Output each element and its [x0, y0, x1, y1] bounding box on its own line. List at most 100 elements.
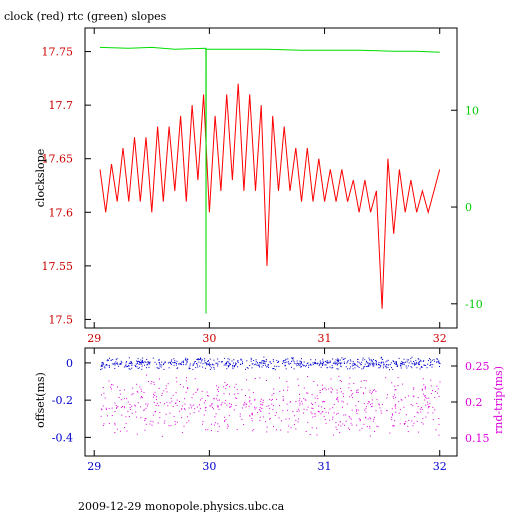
- point-offset: [176, 360, 178, 362]
- point-offset: [152, 357, 154, 359]
- point-rnd-trip: [217, 405, 219, 407]
- point-offset: [164, 361, 166, 363]
- point-offset: [201, 360, 202, 362]
- point-offset: [376, 363, 377, 365]
- point-rnd-trip: [266, 426, 268, 428]
- point-rnd-trip: [424, 395, 426, 397]
- point-rnd-trip: [304, 399, 306, 401]
- point-rnd-trip: [217, 405, 219, 407]
- point-rnd-trip: [279, 405, 281, 407]
- point-offset: [125, 364, 127, 366]
- point-rnd-trip: [332, 416, 334, 418]
- point-offset: [301, 366, 302, 368]
- point-offset: [385, 367, 387, 369]
- point-rnd-trip: [151, 424, 153, 426]
- point-rnd-trip: [271, 394, 273, 396]
- point-offset: [187, 359, 188, 361]
- point-offset: [192, 365, 194, 366]
- point-offset: [301, 358, 302, 360]
- point-rnd-trip: [322, 388, 324, 390]
- point-offset: [189, 363, 191, 365]
- point-offset: [322, 362, 324, 363]
- point-rnd-trip: [320, 413, 322, 415]
- point-offset: [187, 361, 188, 363]
- point-offset: [251, 367, 253, 369]
- point-offset: [213, 364, 215, 366]
- y-tick-label: 17.65: [42, 153, 74, 166]
- point-offset: [142, 360, 144, 362]
- point-rnd-trip: [137, 391, 139, 393]
- point-offset: [147, 363, 149, 365]
- point-rnd-trip: [425, 386, 426, 388]
- point-offset: [380, 365, 382, 367]
- point-rnd-trip: [128, 416, 130, 417]
- point-offset: [157, 367, 159, 369]
- point-rnd-trip: [216, 394, 218, 396]
- point-rnd-trip: [329, 419, 331, 421]
- point-rnd-trip: [214, 422, 216, 424]
- point-rnd-trip: [422, 378, 424, 380]
- point-offset: [286, 361, 288, 363]
- point-offset: [357, 361, 359, 363]
- point-offset: [242, 361, 244, 363]
- point-offset: [131, 363, 133, 365]
- point-rnd-trip: [439, 381, 441, 383]
- point-offset: [272, 368, 274, 370]
- point-offset: [263, 356, 265, 358]
- point-offset: [284, 362, 286, 364]
- point-rnd-trip: [351, 424, 353, 426]
- point-offset: [101, 365, 103, 367]
- point-offset: [349, 363, 351, 364]
- point-rnd-trip: [269, 418, 271, 419]
- point-rnd-trip: [184, 409, 186, 411]
- point-offset: [159, 365, 161, 367]
- point-rnd-trip: [371, 405, 373, 407]
- point-offset: [276, 359, 278, 361]
- point-offset: [228, 362, 230, 364]
- point-offset: [208, 364, 210, 366]
- point-offset: [131, 361, 132, 363]
- point-offset: [235, 364, 237, 366]
- point-rnd-trip: [126, 398, 128, 400]
- point-offset: [209, 365, 211, 367]
- point-offset: [393, 361, 394, 363]
- point-rnd-trip: [245, 395, 246, 396]
- point-rnd-trip: [150, 420, 152, 422]
- point-rnd-trip: [424, 388, 426, 390]
- point-offset: [336, 359, 338, 361]
- x-tick-label: 29: [87, 332, 101, 345]
- point-rnd-trip: [214, 416, 216, 418]
- point-offset: [226, 362, 227, 364]
- point-offset: [338, 359, 340, 361]
- point-offset: [363, 365, 365, 367]
- point-offset: [395, 363, 397, 365]
- point-rnd-trip: [373, 416, 375, 418]
- point-rnd-trip: [366, 406, 367, 408]
- point-offset: [171, 359, 173, 361]
- point-offset: [215, 362, 217, 364]
- point-rnd-trip: [365, 416, 367, 418]
- y-tick-label: -0.4: [52, 431, 73, 444]
- point-rnd-trip: [229, 403, 231, 404]
- point-rnd-trip: [348, 415, 350, 417]
- point-rnd-trip: [421, 408, 423, 410]
- point-offset: [260, 361, 262, 363]
- point-rnd-trip: [235, 383, 237, 385]
- point-rnd-trip: [134, 404, 136, 406]
- point-rnd-trip: [381, 403, 383, 405]
- point-rnd-trip: [356, 413, 358, 414]
- point-rnd-trip: [323, 416, 325, 417]
- point-offset: [418, 361, 420, 363]
- point-rnd-trip: [357, 389, 359, 391]
- point-rnd-trip: [336, 392, 338, 394]
- point-rnd-trip: [100, 415, 102, 417]
- point-offset: [227, 361, 229, 363]
- point-rnd-trip: [132, 387, 134, 389]
- point-rnd-trip: [392, 396, 394, 398]
- point-rnd-trip: [243, 404, 245, 406]
- point-offset: [419, 364, 420, 366]
- point-rnd-trip: [210, 405, 212, 407]
- point-rnd-trip: [174, 423, 176, 425]
- point-offset: [341, 362, 343, 364]
- point-offset: [137, 358, 139, 360]
